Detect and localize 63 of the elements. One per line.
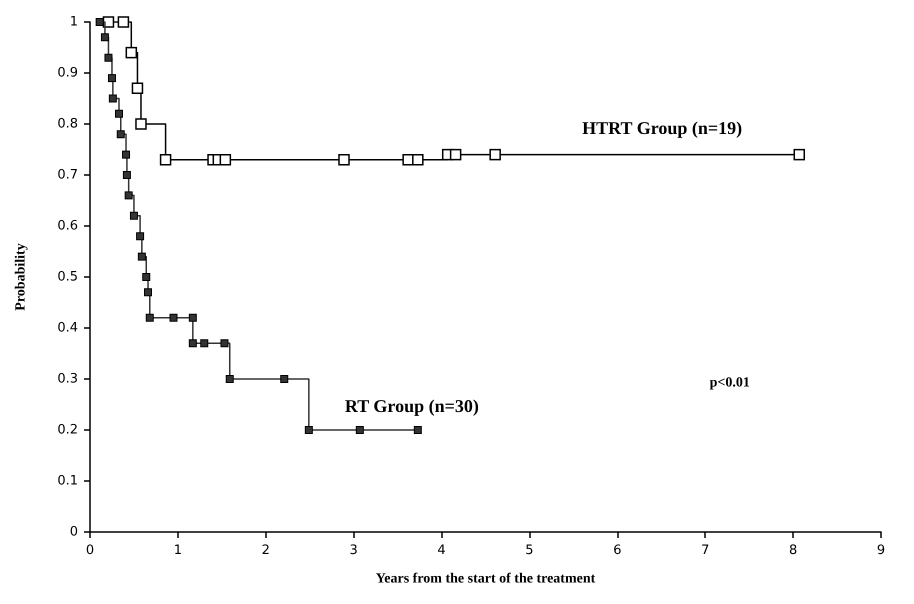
y-tick-label: 0.4 xyxy=(57,320,78,336)
point xyxy=(138,252,146,261)
y-tick-label: 0 xyxy=(70,524,78,540)
point xyxy=(160,154,172,166)
y-axis-title: Probability xyxy=(14,243,28,311)
point xyxy=(169,314,178,322)
x-tick-label: 2 xyxy=(262,543,270,558)
point xyxy=(414,426,422,434)
point xyxy=(220,154,232,166)
series-label: HTRT Group (n=19) xyxy=(582,118,742,138)
y-tick-label: 0.3 xyxy=(57,372,78,386)
point xyxy=(142,273,150,281)
point xyxy=(450,148,462,160)
point xyxy=(135,118,147,130)
point xyxy=(794,148,806,160)
y-tick-label: 0.7 xyxy=(57,168,78,182)
y-tick-label: 0.2 xyxy=(57,422,78,438)
x-tick-label: 9 xyxy=(876,543,886,558)
x-tick-label: 6 xyxy=(613,543,622,558)
point xyxy=(200,339,208,348)
point xyxy=(356,426,364,434)
point xyxy=(124,191,133,200)
point xyxy=(188,339,197,348)
annotation: p<0.01 xyxy=(710,376,750,391)
point xyxy=(96,18,104,26)
point xyxy=(188,314,197,322)
point xyxy=(220,339,228,348)
point xyxy=(304,426,313,434)
point xyxy=(136,232,144,240)
point xyxy=(130,212,138,220)
x-tick-label: 5 xyxy=(525,543,534,558)
point xyxy=(115,110,124,118)
point xyxy=(122,150,130,159)
point xyxy=(116,130,125,138)
x-tick-label: 4 xyxy=(437,543,446,558)
point xyxy=(108,94,117,102)
point xyxy=(122,171,131,179)
point xyxy=(126,46,138,58)
y-tick-label: 0.8 xyxy=(57,116,78,132)
y-tick-label: 0.6 xyxy=(57,218,78,234)
x-axis-title: Years from the start of the treatment xyxy=(376,572,596,586)
point xyxy=(226,375,234,383)
point xyxy=(118,16,130,28)
point xyxy=(338,154,350,166)
series-label: RT Group (n=30) xyxy=(344,396,479,416)
x-tick-label: 7 xyxy=(701,543,710,558)
x-tick-label: 8 xyxy=(788,543,798,558)
y-tick-label: 0.9 xyxy=(57,66,78,80)
x-tick-label: 3 xyxy=(350,543,358,558)
point xyxy=(144,288,152,296)
x-tick-label: 1 xyxy=(174,543,182,558)
x-tick-label: 0 xyxy=(86,543,94,558)
point xyxy=(132,82,144,94)
point xyxy=(412,154,424,166)
point xyxy=(100,33,109,42)
point xyxy=(280,375,288,383)
y-tick-label: 1 xyxy=(70,14,78,30)
point xyxy=(108,74,116,82)
point xyxy=(104,54,112,62)
point xyxy=(489,148,501,160)
y-tick-label: 0.5 xyxy=(57,270,78,284)
y-tick-label: 0.1 xyxy=(57,474,78,488)
point xyxy=(146,314,154,322)
